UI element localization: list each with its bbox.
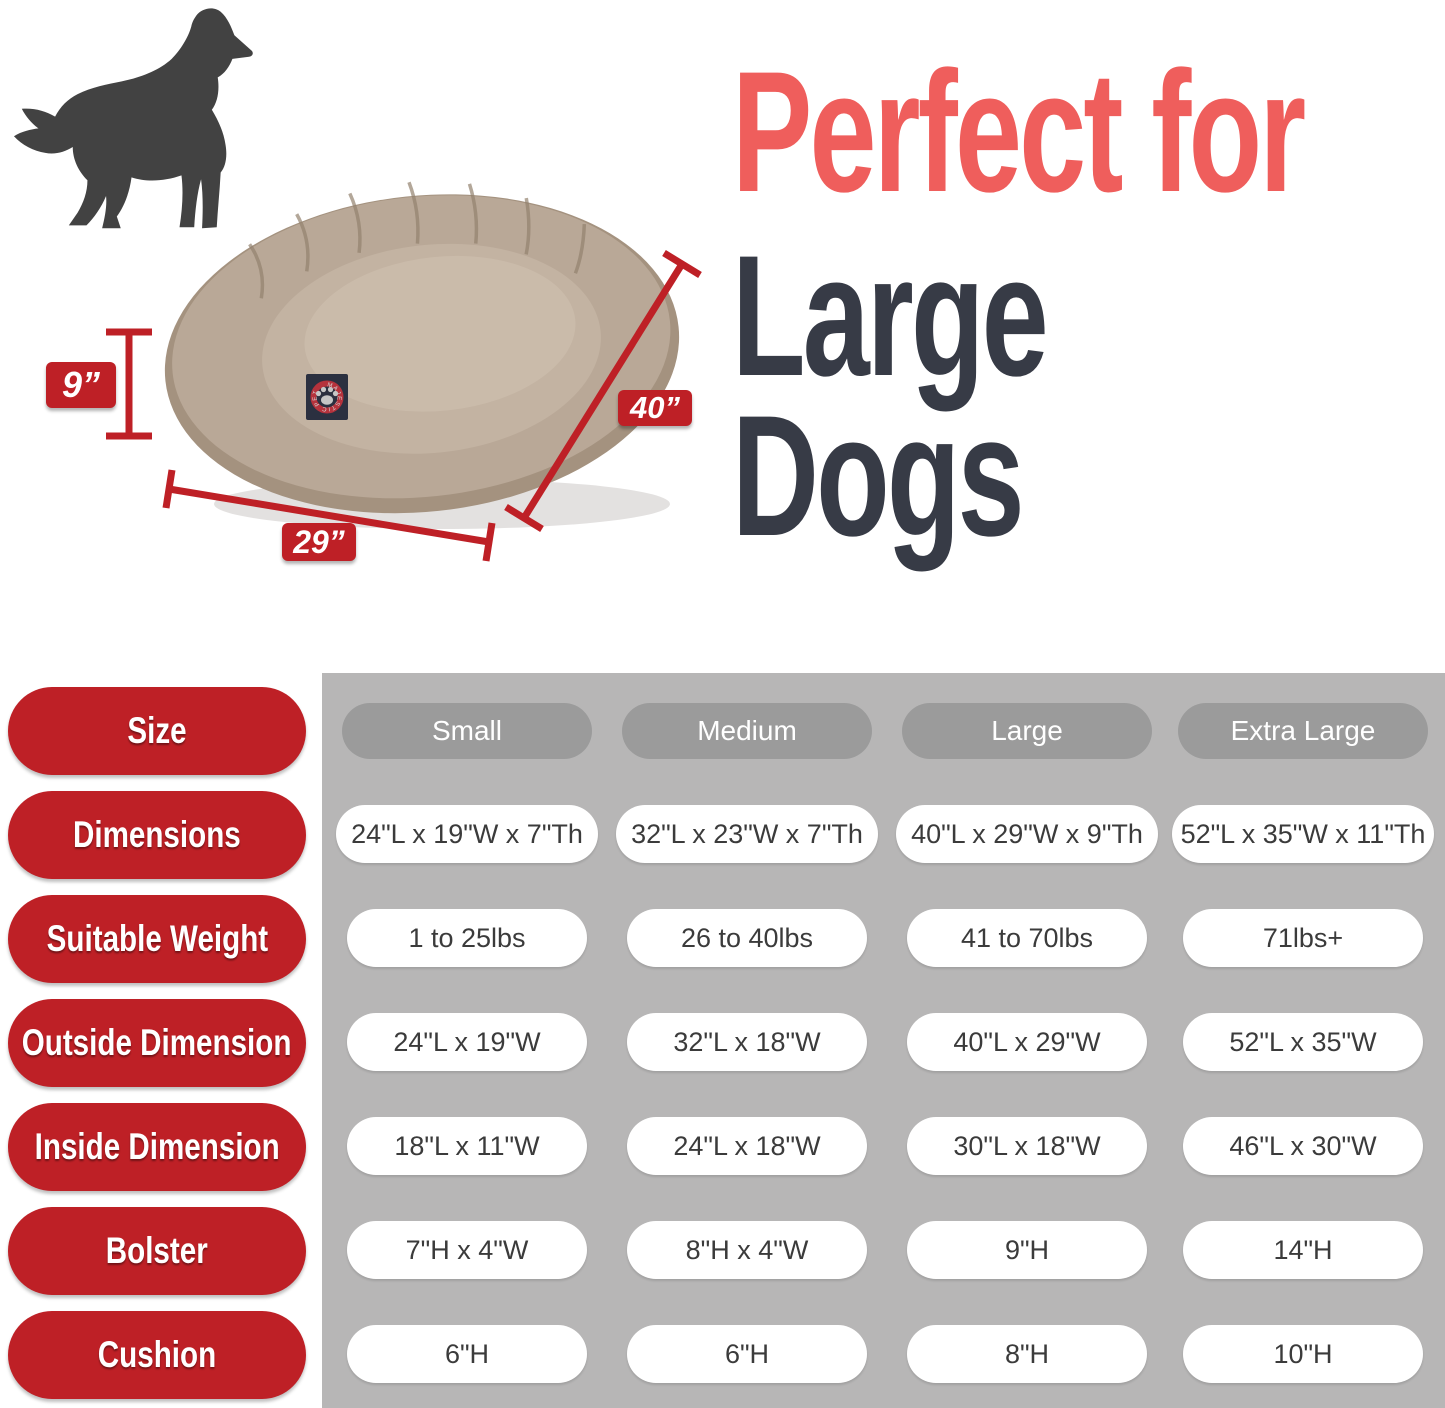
cell-cushion-large: 8"H bbox=[907, 1325, 1147, 1383]
cell-weight-small: 1 to 25lbs bbox=[347, 909, 587, 967]
column-header-extra-large: Extra Large bbox=[1178, 703, 1428, 759]
cell-outside-small: 24"L x 19"W bbox=[347, 1013, 587, 1071]
cell-bolster-small: 7"H x 4"W bbox=[347, 1221, 587, 1279]
height-dimension-tag: 9” bbox=[46, 362, 116, 408]
row-label-inside-dimension: Inside Dimension bbox=[8, 1103, 306, 1191]
cell-dimensions-small: 24"L x 19"W x 7"Th bbox=[336, 805, 598, 863]
svg-text:MAJESTIC PET: MAJESTIC PET bbox=[312, 382, 341, 411]
cell-dimensions-medium: 32"L x 23"W x 7"Th bbox=[616, 805, 878, 863]
cell-cushion-extra-large: 10"H bbox=[1183, 1325, 1423, 1383]
cell-weight-extra-large: 71lbs+ bbox=[1183, 909, 1423, 967]
column-header-small: Small bbox=[342, 703, 592, 759]
cell-inside-small: 18"L x 11"W bbox=[347, 1117, 587, 1175]
headline-line3: Dogs bbox=[732, 380, 1025, 572]
dog-silhouette-icon bbox=[13, 8, 253, 229]
column-header-large: Large bbox=[902, 703, 1152, 759]
cell-outside-extra-large: 52"L x 35"W bbox=[1183, 1013, 1423, 1071]
cell-bolster-medium: 8"H x 4"W bbox=[627, 1221, 867, 1279]
cell-bolster-large: 9"H bbox=[907, 1221, 1147, 1279]
cell-weight-large: 41 to 70lbs bbox=[907, 909, 1147, 967]
bolster-pleats bbox=[248, 181, 587, 299]
length-dimension-tag: 40” bbox=[618, 390, 692, 426]
cell-weight-medium: 26 to 40lbs bbox=[627, 909, 867, 967]
column-header-medium: Medium bbox=[622, 703, 872, 759]
cell-outside-large: 40"L x 29"W bbox=[907, 1013, 1147, 1071]
row-label-suitable-weight: Suitable Weight bbox=[8, 895, 306, 983]
cell-inside-large: 30"L x 18"W bbox=[907, 1117, 1147, 1175]
row-label-size: Size bbox=[8, 687, 306, 775]
headline-line1: Perfect for bbox=[732, 36, 1306, 228]
cell-dimensions-extra-large: 52"L x 35"W x 11"Th bbox=[1172, 805, 1434, 863]
cell-inside-medium: 24"L x 18"W bbox=[627, 1117, 867, 1175]
row-label-cushion: Cushion bbox=[8, 1311, 306, 1399]
brand-patch-text: MAJESTIC PET bbox=[312, 382, 340, 411]
headline-line2: Large bbox=[732, 220, 1049, 412]
dimension-lines bbox=[106, 250, 702, 562]
row-label-dimensions: Dimensions bbox=[8, 791, 306, 879]
row-label-outside-dimension: Outside Dimension bbox=[8, 999, 306, 1087]
cell-cushion-medium: 6"H bbox=[627, 1325, 867, 1383]
cell-dimensions-large: 40"L x 29"W x 9"Th bbox=[896, 805, 1158, 863]
row-label-bolster: Bolster bbox=[8, 1207, 306, 1295]
cell-inside-extra-large: 46"L x 30"W bbox=[1183, 1117, 1423, 1175]
brand-patch: MAJESTIC PET bbox=[306, 374, 348, 420]
cell-outside-medium: 32"L x 18"W bbox=[627, 1013, 867, 1071]
dog-bed-photo: MAJESTIC PET bbox=[164, 181, 680, 529]
paw-icon bbox=[315, 386, 339, 405]
cell-cushion-small: 6"H bbox=[347, 1325, 587, 1383]
width-dimension-tag: 29” bbox=[282, 523, 356, 561]
cell-bolster-extra-large: 14"H bbox=[1183, 1221, 1423, 1279]
